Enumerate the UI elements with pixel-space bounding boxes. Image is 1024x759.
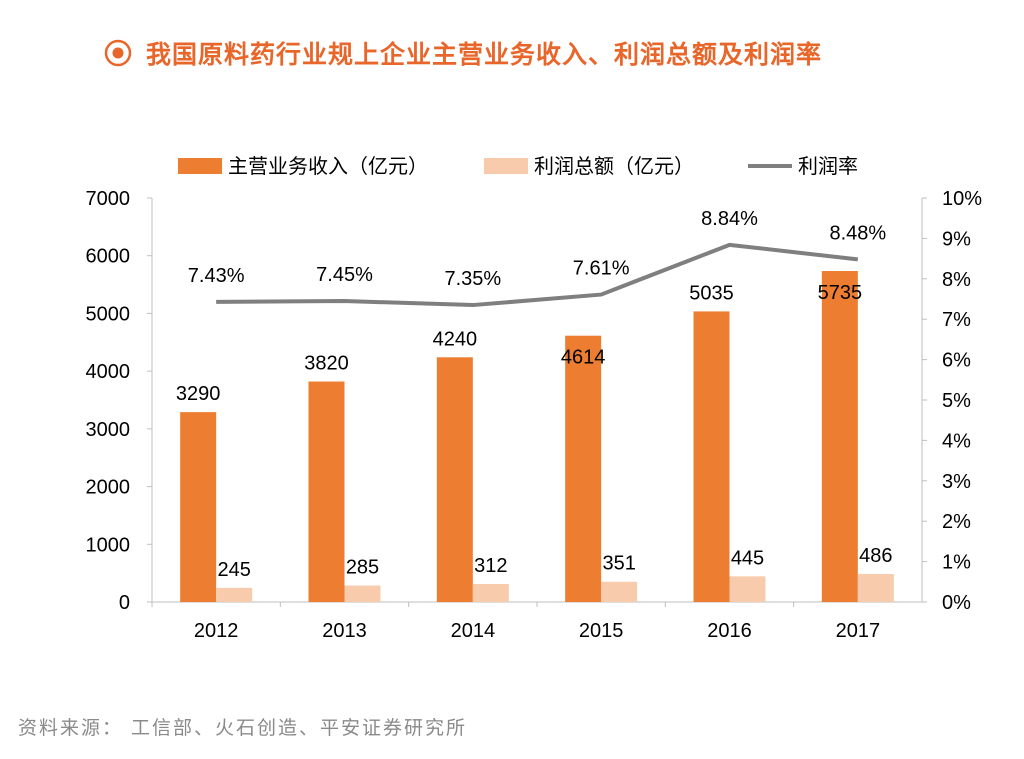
margin-label: 7.43%: [188, 265, 245, 287]
profit-bar: [216, 587, 253, 602]
profit-bar: [472, 583, 509, 602]
profit-bar: [344, 585, 381, 602]
legend: 主营业务收入（亿元） 利润总额（亿元） 利润率: [178, 155, 858, 178]
target-icon: [104, 39, 132, 67]
margin-line: [216, 242, 859, 308]
revenue-bar: [565, 335, 602, 602]
revenue-bar: [821, 271, 858, 602]
x-tick-label: 2015: [579, 620, 624, 642]
y-left-tick-label: 6000: [86, 246, 131, 268]
x-tick-label: 2014: [451, 620, 496, 642]
legend-swatch-profit: [484, 158, 528, 174]
chart: 主营业务收入（亿元） 利润总额（亿元） 利润率 0 1000 2000 3000 4000 5…: [86, 155, 983, 642]
revenue-bar: [436, 357, 473, 602]
margin-label: 8.48%: [829, 222, 886, 244]
y-right-tick-label: 5%: [942, 390, 971, 412]
revenue-bar: [693, 311, 730, 602]
y-right-tick-label: 6%: [942, 350, 971, 372]
profit-label: 351: [602, 553, 635, 575]
y-right-tick-label: 9%: [942, 228, 971, 250]
profit-label: 245: [217, 559, 250, 581]
y-right-tick-label: 10%: [942, 188, 982, 210]
y-left-tick-label: 3000: [86, 419, 131, 441]
profit-bar: [601, 581, 638, 602]
y-right-tick-label: 3%: [942, 471, 971, 493]
y-left-tick-label: 0: [119, 592, 130, 614]
profit-label: 312: [474, 555, 507, 577]
margin-series-line: [216, 242, 859, 308]
legend-label-margin: 利润率: [798, 155, 858, 178]
revenue-bar: [180, 412, 217, 602]
y-right-tick-label: 7%: [942, 309, 971, 331]
profit-bar: [729, 576, 766, 602]
legend-label-profit: 利润总额（亿元）: [534, 155, 694, 178]
revenue-label: 3820: [304, 353, 349, 375]
x-tick-label: 2016: [707, 620, 752, 642]
revenue-label: 5735: [818, 282, 863, 304]
profit-label: 285: [346, 557, 379, 579]
x-tick-label: 2012: [194, 620, 239, 642]
page-title: 我国原料药行业规上企业主营业务收入、利润总额及利润率: [146, 40, 823, 69]
x-tick-label: 2013: [322, 620, 367, 642]
margin-label: 7.45%: [316, 264, 373, 286]
revenue-bar: [308, 381, 345, 602]
x-tick-label: 2017: [836, 620, 881, 642]
title-row: 我国原料药行业规上企业主营业务收入、利润总额及利润率: [104, 33, 822, 73]
profit-label: 486: [859, 545, 892, 567]
y-right-tick-label: 2%: [942, 511, 971, 533]
data-labels: 3290 245 3820 285 4240 312 4614 351 5035 445 5735 4…: [176, 208, 893, 581]
y-left-tick-label: 5000: [86, 303, 131, 325]
source-note: 资料来源： 工信部、火石创造、平安证券研究所: [18, 717, 468, 739]
revenue-label: 5035: [689, 282, 734, 304]
margin-label: 8.84%: [701, 208, 758, 230]
legend-swatch-revenue: [178, 158, 222, 174]
profit-bar: [857, 573, 894, 602]
y-left-tick-label: 2000: [86, 477, 131, 499]
bars: [180, 271, 894, 602]
y-left-tick-label: 7000: [86, 188, 131, 210]
revenue-label: 4240: [433, 328, 478, 350]
margin-label: 7.61%: [573, 258, 630, 280]
y-right-tick-label: 1%: [942, 552, 971, 574]
y-left-tick-label: 4000: [86, 361, 131, 383]
margin-label: 7.35%: [444, 268, 501, 290]
legend-label-revenue: 主营业务收入（亿元）: [228, 155, 428, 178]
revenue-label: 3290: [176, 383, 221, 405]
revenue-label: 4614: [561, 347, 606, 369]
y-right-tick-label: 8%: [942, 269, 971, 291]
profit-label: 445: [731, 547, 764, 569]
y-right-tick-label: 4%: [942, 430, 971, 452]
y-left-tick-label: 1000: [86, 534, 131, 556]
axes: 0 1000 2000 3000 4000 5000 6000 7000 0% 1% 2% 3% 4% 5…: [86, 188, 983, 642]
y-right-tick-label: 0%: [942, 592, 971, 614]
